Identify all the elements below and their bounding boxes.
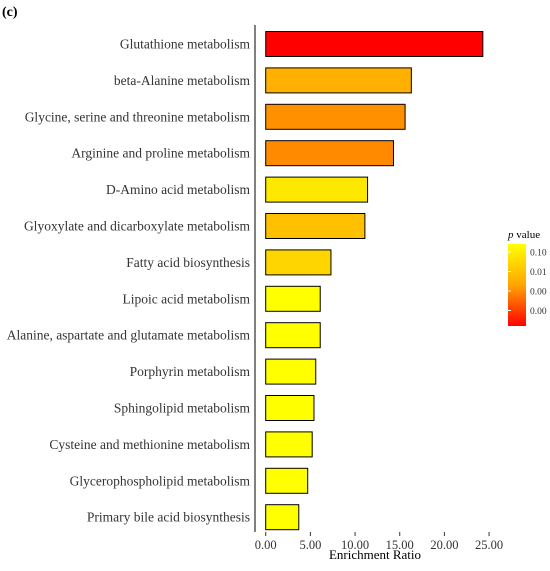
legend: p value 0.10 0.01 0.00 0.00 bbox=[507, 229, 547, 326]
x-axis-title: Enrichment Ratio bbox=[329, 547, 421, 562]
bars-group bbox=[265, 31, 484, 531]
legend-color-bar bbox=[508, 244, 526, 326]
legend-title-p: p bbox=[507, 229, 514, 241]
panel-label: (c) bbox=[2, 5, 18, 20]
legend-tick-label: 0.10 bbox=[530, 249, 547, 259]
x-tick-label: 5.00 bbox=[299, 538, 321, 552]
legend-title-value: value bbox=[514, 229, 541, 241]
legend-ticks: 0.10 0.01 0.00 0.00 bbox=[508, 249, 547, 317]
bar bbox=[265, 67, 412, 94]
category-label: Glycine, serine and threonine metabolism bbox=[25, 109, 251, 124]
bar bbox=[265, 467, 309, 494]
category-labels: Glutathione metabolism beta-Alanine metab… bbox=[7, 37, 251, 525]
bar bbox=[265, 358, 317, 385]
category-label: Sphingolipid metabolism bbox=[114, 401, 251, 416]
category-label: Glyoxylate and dicarboxylate metabolism bbox=[24, 219, 251, 234]
bar bbox=[265, 31, 484, 57]
legend-tick-label: 0.00 bbox=[530, 288, 547, 298]
category-label: Glycerophospholipid metabolism bbox=[70, 473, 251, 488]
category-label: Arginine and proline metabolism bbox=[71, 146, 250, 161]
bar bbox=[265, 103, 406, 130]
category-label: beta-Alanine metabolism bbox=[114, 73, 251, 88]
x-tick-label: 15.00 bbox=[386, 538, 414, 552]
bar bbox=[265, 504, 300, 531]
bar bbox=[265, 249, 332, 276]
x-axis-ticks: 0.00 5.00 10.00 15.00 20.00 25.00 bbox=[255, 532, 503, 552]
bar bbox=[265, 322, 321, 349]
category-label: Porphyrin metabolism bbox=[130, 364, 251, 379]
bar bbox=[265, 395, 315, 421]
category-label: Alanine, aspartate and glutamate metabol… bbox=[7, 328, 251, 343]
bar bbox=[265, 140, 394, 167]
x-tick-label: 25.00 bbox=[475, 538, 503, 552]
category-label: D-Amino acid metabolism bbox=[106, 182, 250, 197]
legend-tick-label: 0.01 bbox=[530, 268, 547, 278]
bar bbox=[265, 431, 313, 458]
legend-title: p value bbox=[507, 229, 540, 241]
bar bbox=[265, 176, 369, 203]
category-label: Cysteine and methionine metabolism bbox=[49, 437, 250, 452]
x-tick-label: 0.00 bbox=[255, 538, 277, 552]
bar bbox=[265, 285, 321, 312]
x-tick-label: 10.00 bbox=[341, 538, 369, 552]
category-label: Fatty acid biosynthesis bbox=[126, 255, 250, 270]
category-label: Lipoic acid metabolism bbox=[123, 291, 251, 306]
bar bbox=[265, 213, 366, 239]
x-tick-label: 20.00 bbox=[430, 538, 458, 552]
legend-tick-label: 0.00 bbox=[530, 307, 547, 317]
category-label: Glutathione metabolism bbox=[120, 37, 251, 52]
category-label: Primary bile acid biosynthesis bbox=[87, 510, 250, 525]
